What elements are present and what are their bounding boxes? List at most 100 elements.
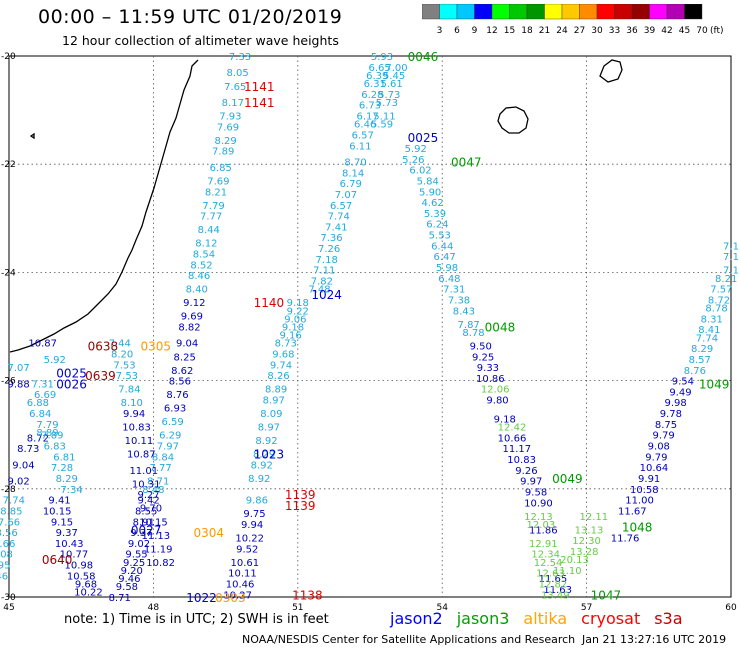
swh-reading: 9.27 [137, 490, 159, 501]
swh-reading: 9.94 [241, 520, 263, 531]
swh-reading: 7.1 [723, 241, 739, 252]
swh-reading: 7.87 [458, 320, 480, 331]
swh-reading: 5.11 [373, 112, 395, 123]
x-tick-label: 54 [436, 603, 448, 613]
swh-reading: 8.70 [344, 157, 366, 168]
credit-line: NOAA/NESDIS Center for Satellite Applica… [242, 633, 576, 646]
swh-reading: 6.69 [34, 390, 56, 401]
swh-reading: 9.41 [48, 496, 70, 507]
swh-reading: 12.30 [572, 536, 601, 547]
swh-reading: 9.98 [665, 398, 687, 409]
swh-reading: 12.34 [531, 550, 560, 561]
swh-reading: 7.07 [335, 190, 357, 201]
legend-entry-jason3: jason3 [456, 609, 510, 628]
colorbar-label: 42 [661, 26, 672, 36]
colorbar-label: 18 [521, 26, 533, 36]
y-tick-label: -26 [1, 377, 16, 387]
x-tick-label: 51 [292, 603, 303, 613]
swh-reading: 8.84 [152, 452, 174, 463]
swh-reading: 5.90 [419, 187, 441, 198]
swh-reading: 9.52 [236, 544, 258, 555]
units-note: note: 1) Time is in UTC; 2) SWH is in fe… [64, 612, 329, 627]
swh-reading: 6.44 [431, 241, 453, 252]
swh-reading: 7.74 [3, 496, 25, 507]
swh-reading: 9.70 [140, 504, 162, 515]
y-tick-label: -22 [1, 160, 16, 170]
legend-entry-cryosat: cryosat [581, 609, 641, 628]
swh-reading: 10.22 [235, 533, 264, 544]
swh-reading: 8.56 [169, 377, 191, 388]
swh-reading: 9.58 [525, 488, 547, 499]
swh-reading: 8.78 [462, 328, 484, 339]
swh-reading: 10.22 [74, 588, 103, 599]
pass-time-label: 0025 [408, 131, 439, 145]
legend-entry-s3a: s3a [654, 609, 683, 628]
swh-reading: 10.58 [67, 571, 96, 582]
swh-reading: 9.25 [123, 558, 145, 569]
swh-reading: 12.54 [534, 558, 563, 569]
swh-reading: 9.69 [181, 312, 203, 323]
chart-subtitle: 12 hour collection of altimeter wave hei… [62, 33, 339, 48]
pass-time-label: 1139 [285, 499, 316, 513]
x-tick-label: 48 [148, 603, 160, 613]
swh-reading: 13.28 [570, 547, 599, 558]
swh-reading: 9.79 [645, 452, 667, 463]
swh-reading: 9.37 [130, 528, 152, 539]
swh-reading: 10.15 [43, 506, 72, 517]
swh-reading: 11.10 [553, 566, 582, 577]
swh-reading: 8.09 [260, 409, 282, 420]
pass-time-label: 0640 [42, 553, 73, 567]
swh-reading: 9.42 [137, 496, 159, 507]
pass-time-label: 1022 [186, 591, 217, 605]
swh-reading: 6.57 [352, 130, 374, 141]
swh-reading: 9.58 [116, 582, 138, 593]
swh-reading: 7.48 [308, 285, 330, 296]
swh-reading: 11.13 [141, 531, 170, 542]
swh-reading: 12.82 [539, 579, 568, 590]
swh-reading: 6.29 [159, 431, 181, 442]
swh-reading: 6.79 [340, 179, 362, 190]
swh-reading: 10.87 [28, 339, 57, 350]
swh-reading: 8.29 [214, 136, 236, 147]
colorbar-label: 30 [591, 26, 603, 36]
colorbar-unit: (ft) [710, 26, 724, 36]
swh-reading: 8.12 [195, 239, 217, 250]
swh-reading: 10.83 [507, 455, 536, 466]
swh-reading: 6.28 [361, 90, 383, 101]
legend-entry-altika: altika [523, 609, 568, 628]
colorbar-label: 27 [574, 26, 585, 36]
swh-reading: 8.31 [701, 314, 723, 325]
pass-time-label: 0027 [131, 523, 162, 537]
swh-reading: 8.44 [198, 225, 220, 236]
swh-reading: 11.86 [529, 525, 558, 536]
swh-reading: 9.02 [7, 477, 29, 488]
swh-reading: 8.71 [147, 477, 169, 488]
swh-reading: 10.46 [226, 579, 255, 590]
swh-reading: 7.57 [710, 285, 732, 296]
swh-reading: 5.92 [44, 355, 66, 366]
swh-reading: 9.55 [125, 550, 147, 561]
swh-reading: 8.29 [253, 450, 275, 461]
pass-time-label: 0305 [141, 339, 172, 353]
swh-reading: 8.73 [17, 444, 39, 455]
swh-reading: 8.57 [689, 355, 711, 366]
pass-time-label: 0026 [56, 377, 87, 391]
swh-reading: 10.58 [630, 485, 659, 496]
x-tick-labels: 45 48 51 54 57 60 [3, 603, 737, 613]
x-tick-label: 60 [725, 603, 737, 613]
swh-reading: 9.74 [270, 360, 292, 371]
swh-reading: 9.88 [7, 379, 29, 390]
swh-reading: 7.28 [51, 463, 73, 474]
swh-reading: 9.02 [128, 539, 150, 550]
swh-reading: 9.91 [638, 474, 660, 485]
swh-reading: 7.69 [217, 122, 239, 133]
colorbar-label: 15 [504, 26, 515, 36]
swh-reading: 5.53 [429, 231, 451, 242]
swh-reading: 8.97 [258, 423, 280, 434]
swh-reading: 6.48 [438, 274, 460, 285]
swh-reading: 12.91 [529, 539, 558, 550]
swh-reading: 7.11 [313, 266, 335, 277]
swh-reading: 9.68 [272, 350, 294, 361]
swh-reading: 10.43 [55, 539, 84, 550]
